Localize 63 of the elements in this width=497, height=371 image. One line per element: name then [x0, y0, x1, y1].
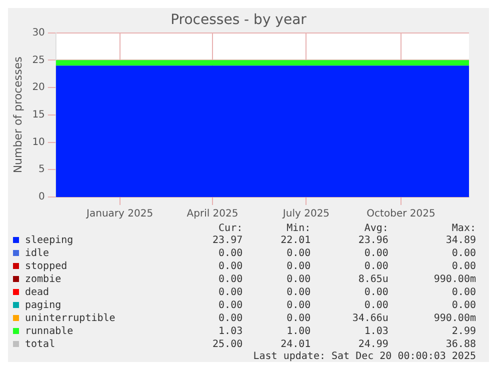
y-tick-label: 25	[32, 54, 45, 66]
text: 1.03	[363, 325, 390, 338]
legend-label: sleeping	[24, 234, 74, 247]
legend-label: uninterruptible	[24, 312, 116, 325]
y-tick-label: 0	[38, 192, 45, 203]
text: 0.00	[286, 247, 312, 260]
text: 0.00	[363, 299, 390, 312]
y-tick-label: 5	[38, 164, 45, 176]
text: 0.00	[286, 312, 312, 325]
text: 0.00	[218, 247, 244, 260]
text: 990.00m	[432, 273, 477, 286]
text: 0.00	[363, 286, 390, 299]
text: 0.00	[218, 260, 244, 273]
text: 0.00	[286, 273, 312, 286]
y-tick-label: 15	[32, 109, 45, 120]
text: Avg:	[363, 223, 390, 234]
text: 0.00	[286, 299, 312, 312]
text: 22.01	[280, 234, 312, 247]
y-tick-label: 10	[32, 136, 45, 148]
text: 0.00	[218, 312, 244, 325]
text: 990.00m	[432, 312, 477, 325]
x-tick-label: July 2025	[282, 208, 330, 220]
text: 0.00	[450, 247, 477, 260]
legend-label: total	[24, 338, 56, 351]
legend-label: idle	[24, 247, 50, 260]
legend-label: paging	[24, 299, 62, 312]
text: Max:	[450, 223, 477, 234]
text: 0.00	[218, 273, 244, 286]
text: Min:	[286, 223, 312, 234]
text: 0.00	[450, 260, 477, 273]
text: 1.03	[218, 325, 244, 338]
text: 34.66u	[351, 312, 390, 325]
text: 0.00	[450, 286, 477, 299]
y-axis-title: Number of processes	[11, 56, 24, 174]
y-tick-label: 20	[32, 82, 45, 94]
x-tick-label: January 2025	[86, 208, 154, 220]
text: 23.96	[357, 234, 390, 247]
text: 1.00	[286, 325, 312, 338]
text: 0.00	[450, 299, 477, 312]
text: 0.00	[286, 260, 312, 273]
legend-label: runnable	[24, 325, 74, 338]
legend-label: stopped	[24, 260, 68, 273]
y-tick-label: 30	[32, 27, 45, 38]
text: 2.99	[450, 325, 477, 338]
text: 36.88	[444, 338, 477, 351]
legend-label: dead	[24, 286, 50, 299]
legend-label: zombie	[24, 273, 62, 286]
text: 0.00	[218, 286, 244, 299]
text: 0.00	[363, 247, 390, 260]
text: Last update: Sat Dec 20 00:00:03 2025	[252, 351, 477, 362]
text: 0.00	[286, 286, 312, 299]
text: 34.89	[444, 234, 477, 247]
text: 0.00	[218, 299, 244, 312]
x-tick-label: October 2025	[366, 208, 436, 220]
chart-title: Processes - by year	[170, 12, 307, 28]
text: 23.97	[212, 234, 244, 247]
text: 24.99	[357, 338, 390, 351]
text: Cur:	[218, 223, 244, 234]
text: 24.01	[280, 338, 312, 351]
text: 25.00	[212, 338, 244, 351]
text: 0.00	[363, 260, 390, 273]
x-tick-label: April 2025	[186, 208, 238, 220]
text: 8.65u	[357, 273, 390, 286]
